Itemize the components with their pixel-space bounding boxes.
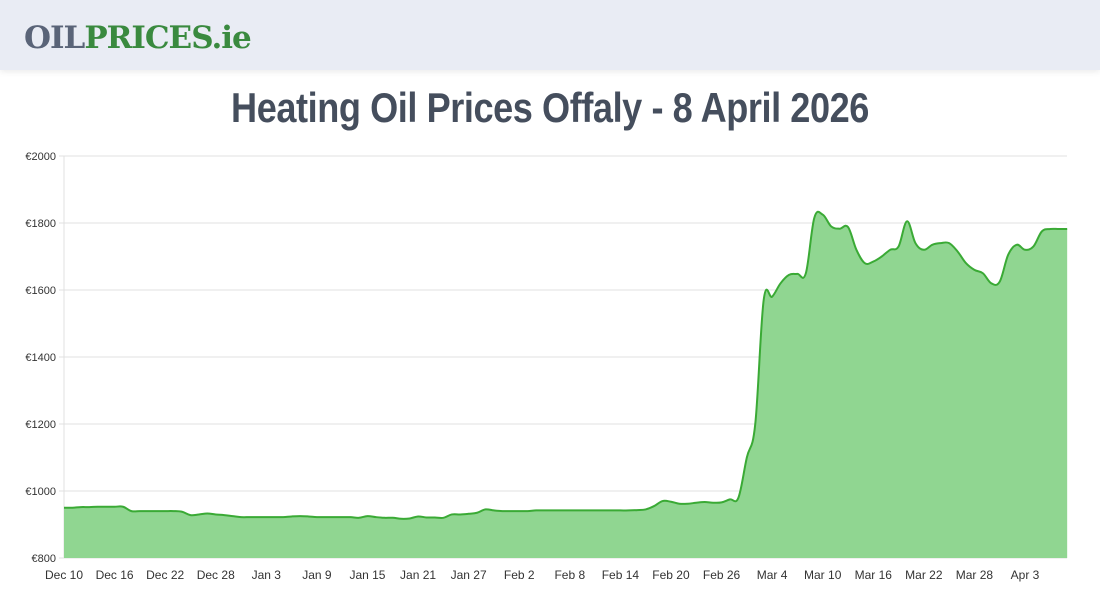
logo-prices-ie: PRICES.ie (84, 20, 251, 56)
x-tick-label: Jan 15 (349, 568, 385, 582)
x-tick-label: Feb 8 (554, 568, 585, 582)
y-tick-label: €1800 (25, 218, 56, 230)
page-title: Heating Oil Prices Offaly - 8 April 2026 (231, 84, 869, 131)
price-area (64, 211, 1068, 558)
x-tick-label: Dec 10 (45, 568, 83, 582)
site-header: OILPRICES.ie (0, 0, 1100, 70)
x-tick-label: Feb 26 (703, 568, 741, 582)
y-tick-label: €1600 (25, 285, 56, 297)
x-tick-label: Jan 3 (252, 568, 282, 582)
y-tick-label: €1200 (25, 419, 56, 431)
y-tick-label: €1400 (25, 352, 56, 364)
x-tick-label: Feb 20 (652, 568, 690, 582)
x-axis: Dec 10 Dec 16 Dec 22 Dec 28 Jan 3 Jan 9 Jan 15… (45, 568, 1040, 582)
price-line (63, 210, 1068, 520)
y-tick-label: €800 (32, 553, 56, 565)
y-axis: €800 €1000 €1200 €1400 €1600 €1800 €2000 (25, 151, 56, 565)
y-tick-label: €2000 (25, 151, 56, 163)
x-tick-label: Dec 28 (197, 568, 235, 582)
x-tick-label: Jan 27 (451, 568, 487, 582)
x-tick-label: Apr 3 (1011, 568, 1040, 582)
logo-oil: OIL (24, 20, 85, 56)
x-tick-label: Mar 10 (804, 568, 842, 582)
x-tick-label: Feb 14 (602, 568, 640, 582)
x-tick-label: Mar 22 (905, 568, 943, 582)
x-tick-label: Jan 9 (302, 568, 332, 582)
y-tick-label: €1000 (25, 486, 56, 498)
x-tick-label: Mar 16 (855, 568, 893, 582)
x-tick-label: Dec 22 (146, 568, 184, 582)
x-tick-label: Jan 21 (400, 568, 436, 582)
x-tick-label: Mar 4 (757, 568, 788, 582)
site-logo[interactable]: OILPRICES.ie (24, 18, 252, 58)
x-tick-label: Dec 16 (96, 568, 134, 582)
x-tick-label: Mar 28 (956, 568, 994, 582)
x-tick-label: Feb 2 (504, 568, 535, 582)
